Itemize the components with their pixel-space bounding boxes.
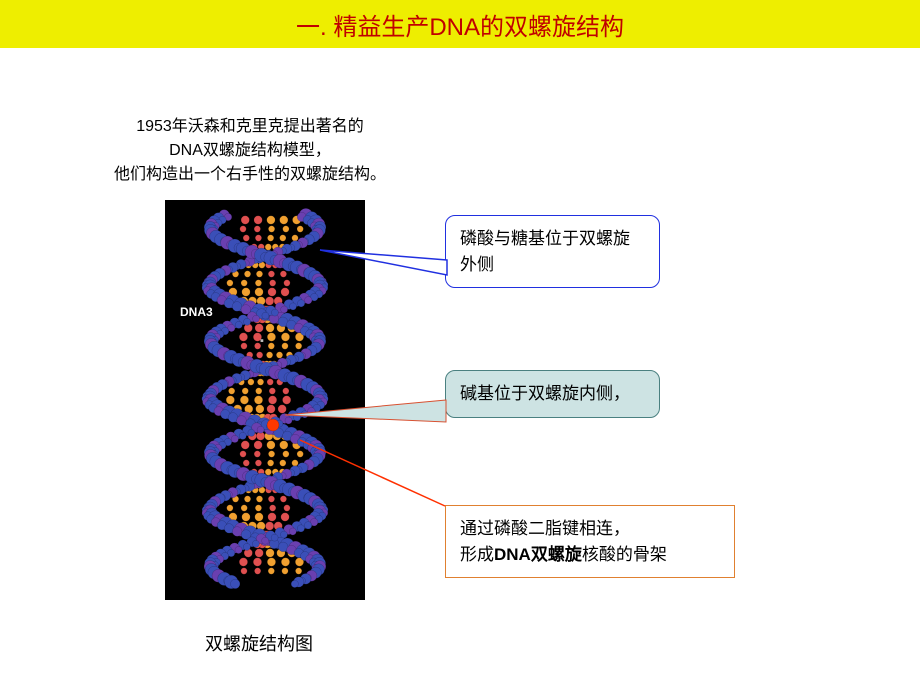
description-text: 1953年沃森和克里克提出著名的 DNA双螺旋结构模型， 他们构造出一个右手性的… bbox=[95, 115, 405, 187]
dna-helix-icon bbox=[165, 200, 365, 600]
callout-3-line-a: 通过磷酸二脂键相连， bbox=[460, 519, 630, 538]
figure-watermark: ▪ bbox=[260, 335, 264, 347]
dna-figure bbox=[165, 200, 365, 600]
callout-backbone: 通过磷酸二脂键相连， 形成DNA双螺旋核酸的骨架 bbox=[445, 505, 735, 578]
callout-1-text: 磷酸与糖基位于双螺旋外侧 bbox=[460, 229, 630, 274]
callout-3-line-b1: 形成 bbox=[460, 545, 494, 564]
figure-internal-label: DNA3 bbox=[180, 305, 213, 319]
title-bar: 一. 精益生产DNA的双螺旋结构 bbox=[0, 0, 920, 48]
desc-line-1: 1953年沃森和克里克提出著名的 bbox=[136, 118, 364, 135]
page-title: 一. 精益生产DNA的双螺旋结构 bbox=[296, 7, 624, 42]
figure-caption: 双螺旋结构图 bbox=[205, 630, 313, 656]
callout-phosphate-sugar: 磷酸与糖基位于双螺旋外侧 bbox=[445, 215, 660, 288]
desc-line-3: 他们构造出一个右手性的双螺旋结构。 bbox=[114, 166, 386, 183]
callout-3-line-b2: 核酸的骨架 bbox=[582, 545, 667, 564]
callout-3-bold: DNA双螺旋 bbox=[494, 545, 582, 564]
callout-2-text: 碱基位于双螺旋内侧， bbox=[460, 384, 630, 403]
desc-line-2: DNA双螺旋结构模型， bbox=[169, 142, 331, 159]
callout-bases: 碱基位于双螺旋内侧， bbox=[445, 370, 660, 418]
callout-connectors bbox=[0, 0, 920, 690]
